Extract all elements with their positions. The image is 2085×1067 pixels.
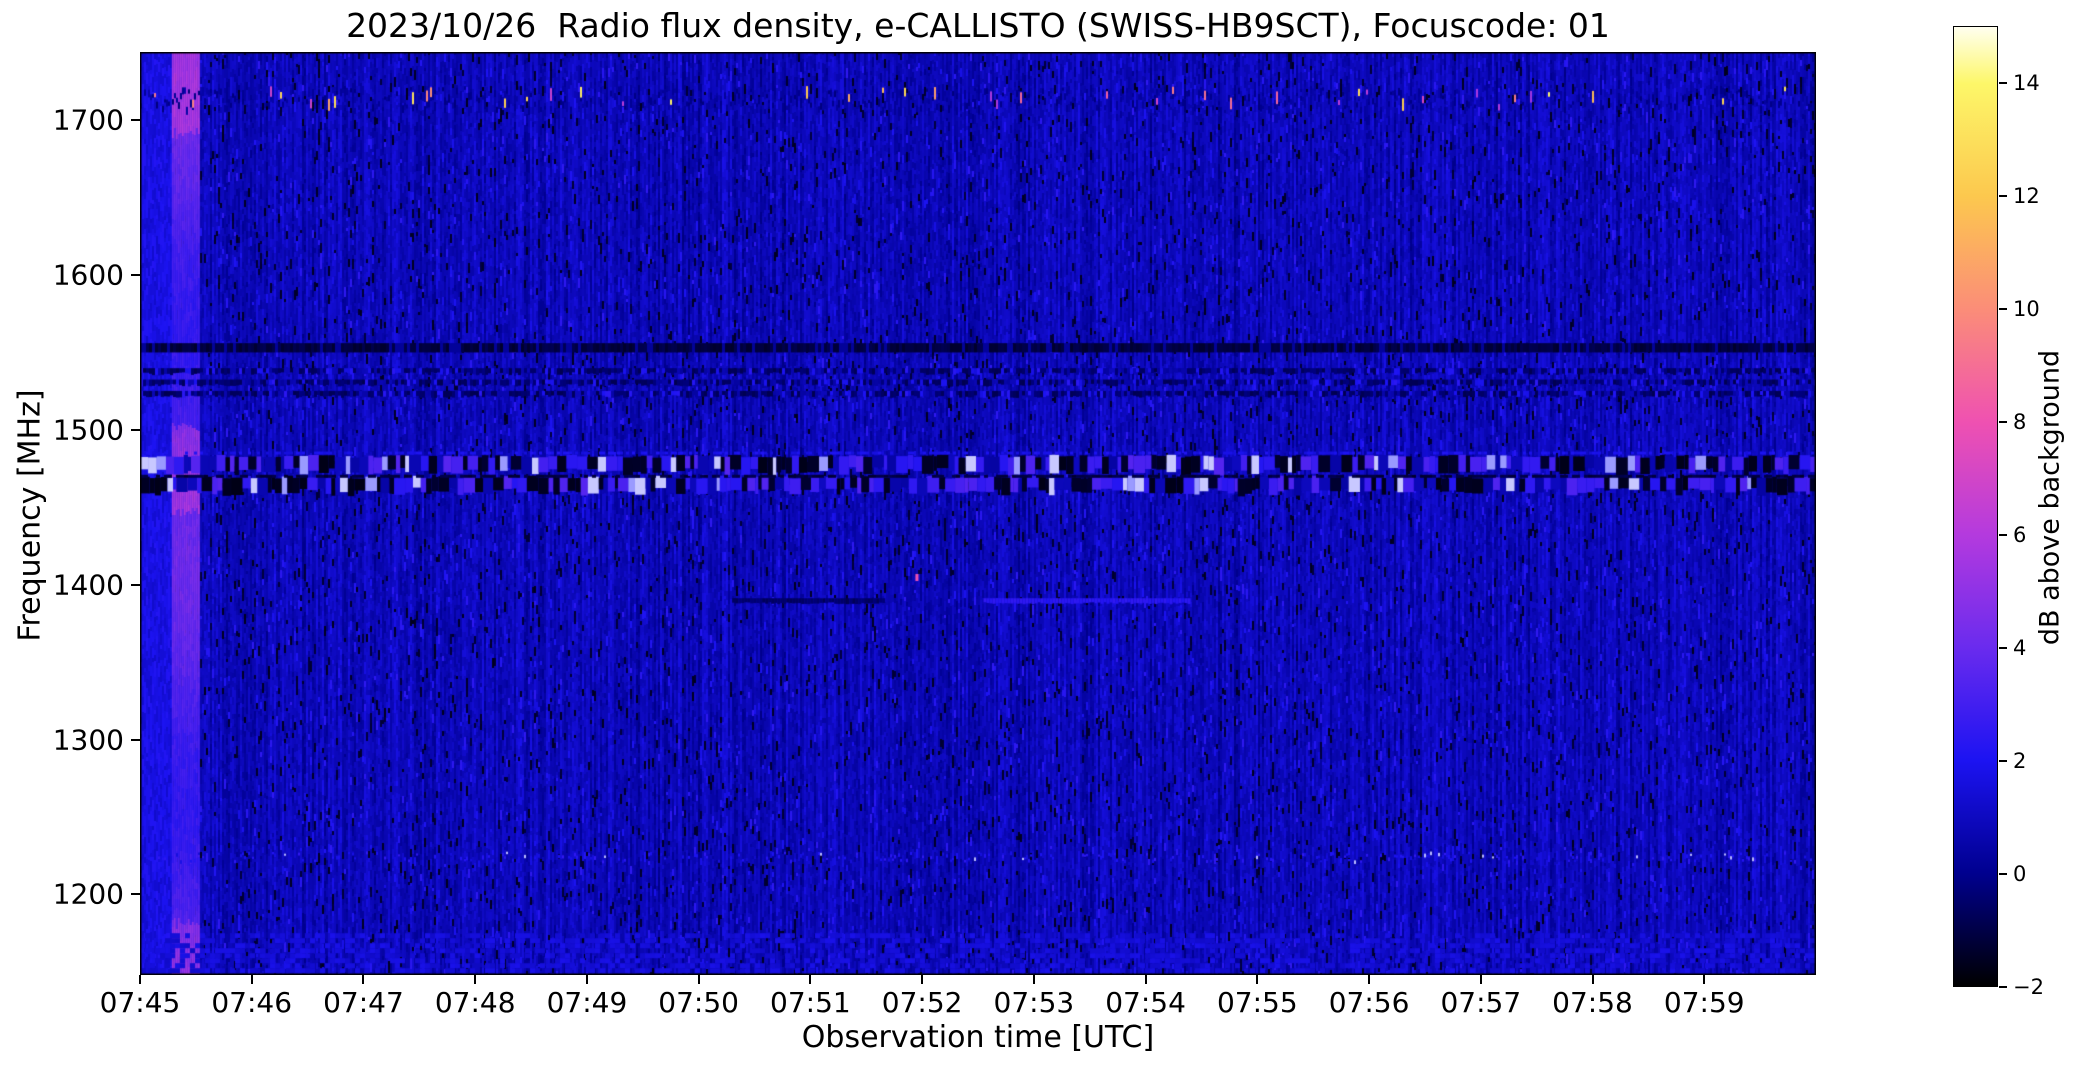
x-tick-mark bbox=[1368, 975, 1371, 984]
colorbar-tick-mark bbox=[1999, 194, 2007, 197]
spectrogram-canvas bbox=[140, 52, 1816, 975]
colorbar-tick-label: 8 bbox=[2013, 409, 2027, 434]
x-tick-mark bbox=[362, 975, 365, 984]
y-tick-mark bbox=[131, 893, 140, 896]
x-tick-label: 07:47 bbox=[323, 986, 404, 1019]
colorbar bbox=[1953, 26, 1998, 987]
x-tick-mark bbox=[585, 975, 588, 984]
x-tick-mark bbox=[1479, 975, 1482, 984]
x-tick-mark bbox=[474, 975, 477, 984]
x-tick-mark bbox=[250, 975, 253, 984]
y-tick-label: 1400 bbox=[52, 568, 124, 602]
x-tick-label: 07:54 bbox=[1105, 986, 1186, 1019]
colorbar-tick-label: 4 bbox=[2013, 635, 2027, 660]
colorbar-tick-label: 0 bbox=[2013, 861, 2027, 886]
colorbar-label-wrap: dB above background bbox=[2030, 312, 2070, 672]
y-axis-label: Frequency [MHz] bbox=[12, 389, 48, 642]
y-tick-label: 1500 bbox=[52, 413, 124, 447]
y-tick-mark bbox=[131, 738, 140, 741]
x-tick-label: 07:50 bbox=[658, 986, 739, 1019]
y-tick-mark bbox=[131, 583, 140, 586]
x-tick-label: 07:52 bbox=[881, 986, 963, 1019]
x-tick-mark bbox=[809, 975, 812, 984]
x-tick-label: 07:49 bbox=[546, 986, 628, 1019]
x-tick-label: 07:55 bbox=[1216, 986, 1298, 1019]
colorbar-tick-mark bbox=[1999, 872, 2007, 875]
colorbar-tick-label: 2 bbox=[2013, 748, 2027, 773]
colorbar-tick-label: 6 bbox=[2013, 522, 2027, 547]
x-tick-label: 07:45 bbox=[99, 986, 181, 1019]
y-tick-mark bbox=[131, 274, 140, 276]
x-tick-label: 07:56 bbox=[1328, 986, 1410, 1019]
x-tick-label: 07:46 bbox=[211, 986, 293, 1019]
colorbar-tick-mark bbox=[1999, 81, 2007, 84]
colorbar-tick-label: 12 bbox=[2013, 183, 2040, 208]
colorbar-tick-label: 14 bbox=[2013, 70, 2040, 95]
colorbar-tick-mark bbox=[1999, 307, 2007, 310]
x-tick-label: 07:58 bbox=[1552, 986, 1633, 1019]
x-tick-mark bbox=[1703, 975, 1706, 984]
y-tick-mark bbox=[131, 119, 140, 122]
x-tick-mark bbox=[921, 975, 924, 984]
colorbar-tick-mark bbox=[1999, 533, 2007, 536]
x-tick-label: 07:57 bbox=[1440, 986, 1522, 1019]
x-tick-label: 07:59 bbox=[1663, 986, 1745, 1019]
x-tick-mark bbox=[1144, 975, 1147, 984]
x-tick-mark bbox=[1591, 975, 1594, 984]
x-tick-mark bbox=[139, 975, 141, 984]
colorbar-tick-label: 10 bbox=[2013, 296, 2040, 321]
x-tick-label: 07:53 bbox=[993, 986, 1075, 1019]
x-axis-label: Observation time [UTC] bbox=[801, 1020, 1155, 1055]
y-tick-label: 1200 bbox=[52, 877, 124, 911]
colorbar-tick-mark bbox=[1999, 646, 2007, 649]
y-tick-label: 1700 bbox=[52, 103, 124, 137]
x-tick-label: 07:48 bbox=[434, 986, 516, 1019]
x-tick-mark bbox=[697, 975, 700, 984]
y-tick-label: 1600 bbox=[52, 258, 124, 292]
colorbar-tick-mark bbox=[1999, 986, 2007, 988]
chart-title: 2023/10/26 Radio flux density, e-CALLIST… bbox=[346, 6, 1610, 45]
x-tick-mark bbox=[1256, 975, 1259, 984]
colorbar-tick-mark bbox=[1999, 759, 2007, 762]
colorbar-tick-mark bbox=[1999, 420, 2007, 423]
colorbar-label: dB above background bbox=[2034, 349, 2066, 646]
colorbar-tick-label: −2 bbox=[2013, 975, 2044, 999]
x-tick-label: 07:51 bbox=[770, 986, 851, 1019]
y-tick-label: 1300 bbox=[52, 723, 124, 757]
y-tick-mark bbox=[131, 428, 140, 431]
x-tick-mark bbox=[1032, 975, 1035, 984]
